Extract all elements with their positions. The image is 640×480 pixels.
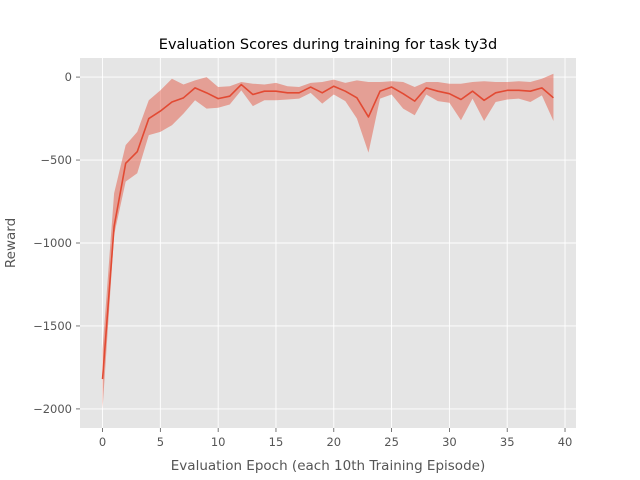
series-line-layer (101, 83, 554, 380)
x-tick-label: 25 (384, 435, 399, 449)
x-axis-ticks: 0 5 10 15 20 25 30 35 40 (99, 428, 572, 449)
confidence-band (102, 73, 554, 409)
y-tick-label: −1500 (33, 319, 72, 333)
y-axis-label: Reward (3, 218, 19, 268)
x-tick-label: 40 (558, 435, 573, 449)
x-axis-label: Evaluation Epoch (each 10th Training Epi… (171, 458, 485, 474)
y-tick-label: −2000 (33, 402, 72, 416)
x-tick-label: 5 (157, 435, 164, 449)
confidence-band-layer (102, 73, 554, 409)
y-tick-label: −500 (40, 153, 72, 167)
x-tick-label: 35 (500, 435, 515, 449)
x-tick-label: 20 (326, 435, 341, 449)
x-tick-label: 10 (211, 435, 226, 449)
reward-line (101, 83, 554, 380)
x-tick-label: 0 (99, 435, 106, 449)
y-tick-label: −1000 (33, 236, 72, 250)
y-tick-label: 0 (65, 70, 72, 84)
x-tick-label: 15 (269, 435, 284, 449)
grid (80, 58, 576, 428)
y-axis-ticks: 0 −500 −1000 −1500 −2000 (33, 70, 80, 416)
chart-title: Evaluation Scores during training for ta… (159, 37, 497, 53)
x-tick-label: 30 (442, 435, 457, 449)
